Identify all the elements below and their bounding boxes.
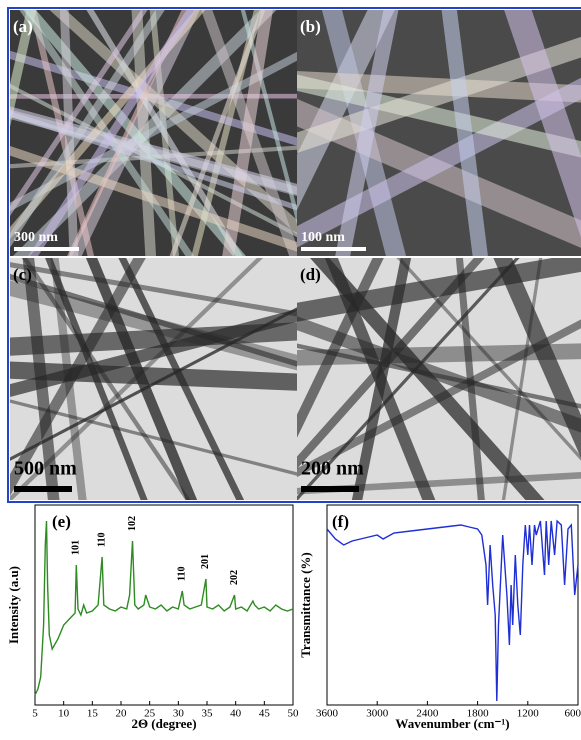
y-axis-label: Intensity (a.u) bbox=[6, 566, 21, 644]
scale-bar-label: 200 nm bbox=[301, 458, 364, 480]
page: (a)300 nm(b)100 nm(c)500 nm(d)200 nm5101… bbox=[0, 0, 581, 735]
x-tick-label: 35 bbox=[202, 708, 214, 720]
peak-label: 202 bbox=[229, 570, 240, 585]
peak-label: 102 bbox=[127, 516, 138, 531]
figure: (a)300 nm(b)100 nm(c)500 nm(d)200 nm5101… bbox=[0, 0, 581, 735]
x-tick-label: 5 bbox=[32, 708, 38, 720]
x-axis-label: 2Θ (degree) bbox=[131, 716, 196, 731]
x-tick-label: 1200 bbox=[517, 708, 540, 720]
panel-label: (d) bbox=[300, 265, 321, 284]
panel-label: (f) bbox=[332, 512, 349, 531]
panel-label: (a) bbox=[13, 17, 33, 36]
panel-label: (c) bbox=[13, 265, 32, 284]
x-tick-label: 45 bbox=[259, 708, 271, 720]
x-tick-label: 50 bbox=[288, 708, 300, 720]
scale-bar bbox=[301, 247, 366, 251]
x-tick-label: 3000 bbox=[366, 708, 389, 720]
series-line bbox=[327, 521, 578, 701]
x-tick-label: 15 bbox=[87, 708, 99, 720]
peak-label: 110 bbox=[177, 567, 188, 581]
scale-bar bbox=[14, 247, 79, 251]
peak-label: 110 bbox=[96, 533, 107, 547]
peak-label: 201 bbox=[200, 554, 211, 569]
x-tick-label: 40 bbox=[230, 708, 242, 720]
plot-frame bbox=[327, 505, 578, 705]
y-axis-label: Transmittance (%) bbox=[298, 552, 313, 658]
scale-bar bbox=[301, 486, 359, 492]
scale-bar-label: 500 nm bbox=[14, 458, 77, 480]
x-tick-label: 600 bbox=[565, 708, 581, 720]
panel-label: (b) bbox=[300, 17, 321, 36]
scale-bar bbox=[14, 486, 72, 492]
x-tick-label: 20 bbox=[116, 708, 128, 720]
x-axis-label: Wavenumber (cm⁻¹) bbox=[395, 716, 509, 731]
peak-label: 101 bbox=[71, 540, 82, 555]
scale-bar-label: 300 nm bbox=[14, 230, 58, 245]
scale-bar-label: 100 nm bbox=[301, 230, 345, 245]
x-tick-label: 3600 bbox=[316, 708, 339, 720]
panel-label: (e) bbox=[52, 512, 71, 531]
x-tick-label: 10 bbox=[58, 708, 70, 720]
